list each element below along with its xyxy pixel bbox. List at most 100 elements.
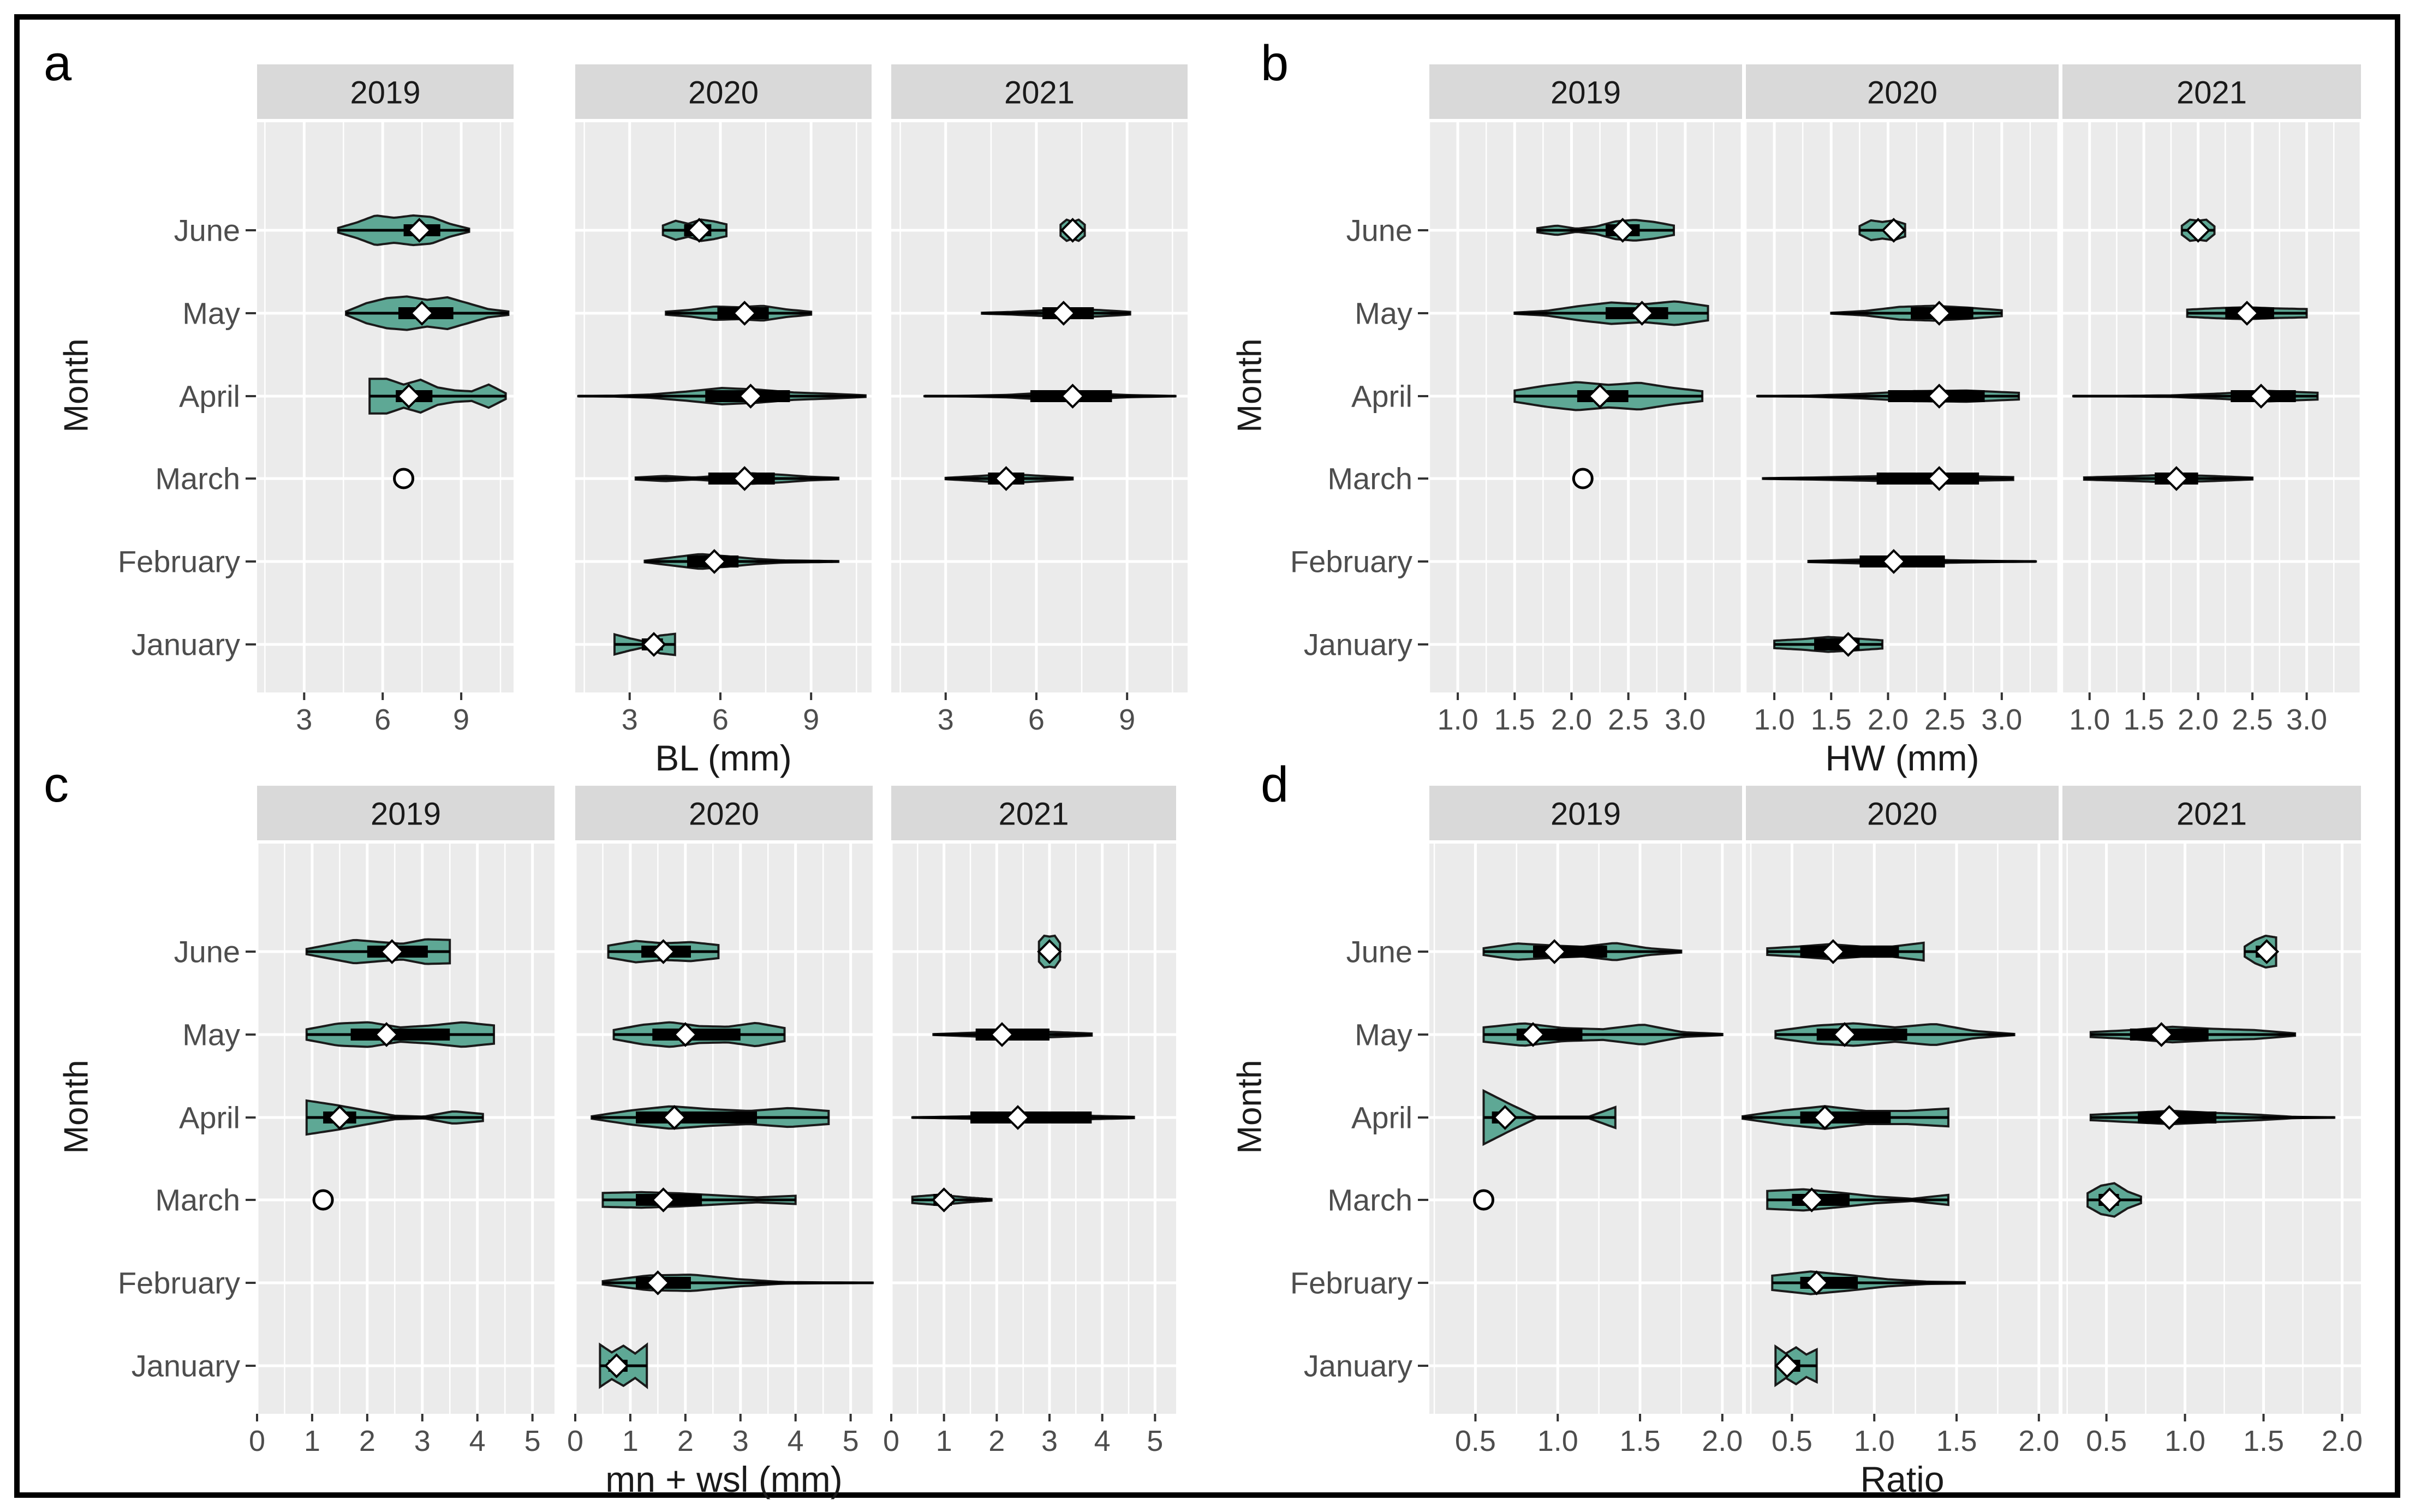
violin-february <box>643 549 840 574</box>
mean-point-diamond <box>1927 384 1952 409</box>
mean-point-diamond <box>374 1022 399 1047</box>
violin-april <box>2072 384 2319 409</box>
figure-border <box>14 14 2400 1498</box>
violin-june <box>305 938 451 965</box>
mean-point-diamond <box>1629 301 1655 326</box>
x-tick-label: 1.5 <box>1619 1425 1660 1457</box>
facet-strip <box>257 64 514 119</box>
x-tick-label: 1.5 <box>1494 703 1535 736</box>
mean-point-diamond <box>1835 632 1861 657</box>
violin-may <box>665 301 813 326</box>
mean-point-diamond <box>2097 1187 2122 1212</box>
facet-strip <box>891 64 1188 119</box>
x-tick-label: 9 <box>453 703 469 736</box>
facet-strip-label: 2021 <box>2177 75 2247 111</box>
panel-background <box>1429 844 1742 1414</box>
x-axis-title: HW (mm) <box>1825 738 1979 778</box>
facet-2021: 2021 1.0 1.5 2.0 2.5 3.0 <box>2061 64 2363 736</box>
facet-strip <box>575 64 872 119</box>
x-tick-label: 3.0 <box>1981 703 2022 736</box>
y-tick-label: April <box>179 1101 240 1135</box>
panel-letter: c <box>44 757 69 812</box>
mean-point-circle <box>1473 1189 1495 1211</box>
mean-point-diamond <box>1881 218 1906 243</box>
chart-panel-d: d Month June May April March February January 20… <box>1231 757 2363 1499</box>
y-axis-title: Month <box>1231 1060 1269 1154</box>
x-tick-label: 1.0 <box>2069 703 2110 736</box>
violin-april <box>1482 1089 1617 1146</box>
violin-march <box>312 1189 334 1211</box>
violin-june <box>2180 218 2216 243</box>
mean-point-diamond <box>931 1187 957 1212</box>
mean-point-diamond <box>1774 1353 1800 1378</box>
mean-point-diamond <box>604 1353 629 1378</box>
violin-january <box>1774 1344 1818 1388</box>
panel-letter: a <box>44 35 72 91</box>
mean-point-diamond <box>651 939 676 964</box>
violin-march <box>2086 1182 2142 1218</box>
mean-point-diamond <box>407 218 432 243</box>
mean-point-circle <box>393 468 415 489</box>
y-tick-label: January <box>1304 627 1412 662</box>
mean-point-diamond <box>1799 1187 1824 1212</box>
panel-background <box>575 122 872 692</box>
x-tick-label: 0.5 <box>2086 1425 2127 1457</box>
mean-point-diamond <box>396 384 421 409</box>
mean-point-diamond <box>379 939 405 964</box>
facet-2020: 2020 3 6 9 <box>575 64 872 736</box>
facet-2020: 2020 0 1 2 3 4 5 <box>567 786 874 1457</box>
chart-panel-a: a Month June May April March February January 20… <box>44 35 1188 778</box>
mean-point-diamond <box>732 466 758 491</box>
panel-letter: b <box>1261 35 1289 91</box>
x-tick-label: 9 <box>803 703 819 736</box>
facet-strip-label: 2021 <box>998 797 1069 832</box>
mean-point-diamond <box>2249 384 2274 409</box>
x-tick-label: 1.0 <box>2164 1425 2205 1457</box>
facet-strip-label: 2020 <box>688 75 759 111</box>
x-tick-label: 1.5 <box>1936 1425 1977 1457</box>
x-tick-label: 1 <box>622 1425 639 1457</box>
facet-strip <box>2062 786 2361 840</box>
x-tick-label: 1.0 <box>1438 703 1478 736</box>
mean-point-diamond <box>1610 218 1636 243</box>
mean-point-diamond <box>645 1270 671 1295</box>
x-tick-label: 1.5 <box>2243 1425 2284 1457</box>
violin-march <box>1572 468 1594 489</box>
violin-may <box>1513 300 1709 326</box>
violin-march <box>944 466 1074 491</box>
violin-march <box>393 468 415 489</box>
x-axis-title: BL (mm) <box>655 738 792 778</box>
x-tick-label: 1 <box>304 1425 320 1457</box>
mean-point-diamond <box>1821 939 1846 964</box>
y-tick-label: April <box>1351 379 1412 414</box>
mean-point-diamond <box>1037 939 1062 964</box>
mean-point-diamond <box>1520 1022 1546 1047</box>
facet-strip <box>257 786 554 840</box>
violin-april <box>1742 1105 1949 1130</box>
y-tick-label: January <box>132 627 240 662</box>
x-tick-label: 4 <box>469 1425 486 1457</box>
panel-background <box>2062 844 2361 1414</box>
violin-may <box>981 301 1131 326</box>
mean-point-diamond <box>732 301 758 326</box>
x-tick-label: 5 <box>1147 1425 1163 1457</box>
mean-point-diamond <box>2185 218 2211 243</box>
mean-point-diamond <box>1060 384 1086 409</box>
x-tick-label: 3.0 <box>2286 703 2327 736</box>
panel-background <box>257 844 554 1414</box>
y-tick-label: February <box>1290 545 1412 579</box>
violin-april <box>305 1099 484 1136</box>
facet-2020: 2020 0.5 1.0 1.5 2.0 <box>1742 786 2059 1457</box>
x-tick-label: 2.5 <box>1608 703 1649 736</box>
violin-may <box>1774 1022 2016 1047</box>
mean-point-diamond <box>687 218 712 243</box>
violin-january <box>613 632 676 657</box>
x-tick-label: 2.0 <box>2178 703 2219 736</box>
x-tick-label: 1.0 <box>1754 703 1795 736</box>
y-axis-title: Month <box>58 1060 96 1154</box>
violin-march <box>1473 1189 1495 1211</box>
mean-point-diamond <box>661 1105 687 1130</box>
facet-strip <box>575 786 873 840</box>
facet-2019: 2019 0.5 1.0 1.5 2.0 <box>1429 786 1743 1457</box>
x-tick-label: 5 <box>843 1425 859 1457</box>
